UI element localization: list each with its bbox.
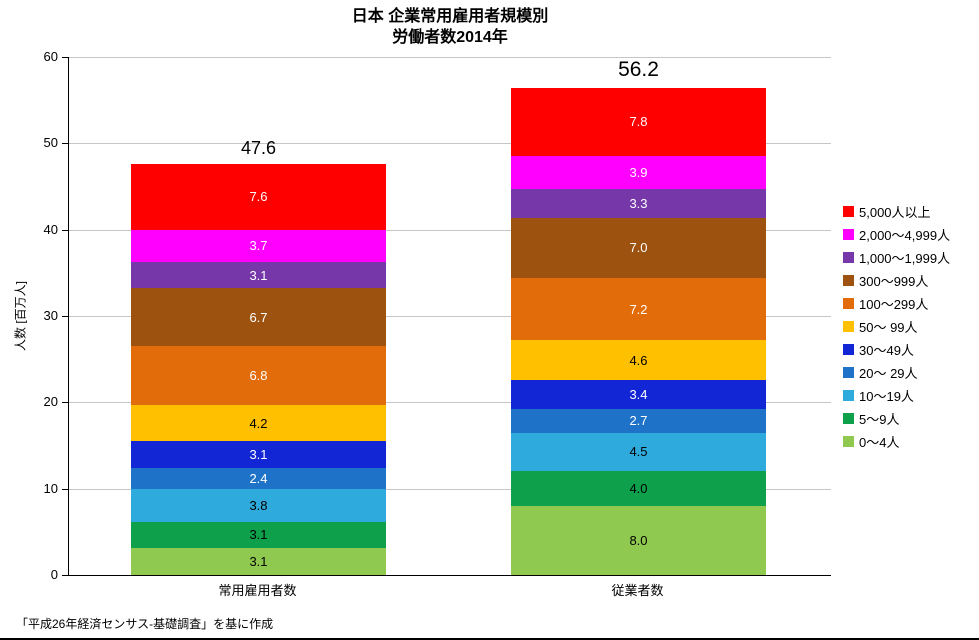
y-tick-label: 0 (50, 567, 58, 582)
legend-item: 20～ 29人 (843, 361, 979, 384)
legend-label: 5,000人以上 (859, 205, 931, 220)
bar-segment: 3.1 (131, 521, 386, 549)
bar-segment: 7.2 (511, 278, 766, 341)
legend: 5,000人以上 2,000～4,999人 1,000～1,999人 300～999人… (843, 200, 979, 453)
gridline (69, 57, 831, 58)
legend-label: 300～999人 (859, 274, 929, 289)
bar-segment: 4.5 (511, 432, 766, 472)
legend-swatch-icon (843, 275, 854, 286)
chart-title: 日本 企業常用雇用者規模別 労働者数2014年 (60, 6, 840, 48)
legend-item: 50～ 99人 (843, 315, 979, 338)
bar-segment: 3.4 (511, 379, 766, 410)
bar-segment: 8.0 (511, 505, 766, 575)
bar-segment: 3.8 (131, 488, 386, 522)
y-tick-label: 10 (43, 480, 58, 496)
y-tick-mark (62, 143, 68, 145)
legend-swatch-icon (843, 436, 854, 447)
legend-item: 300～999人 (843, 269, 979, 292)
stacked-bar: 8.0 4.0 4.5 2.7 3.4 4.6 7.2 7.0 3.3 3.9 7.8 56.2 (511, 58, 766, 575)
bar-segment: 2.7 (511, 409, 766, 433)
y-tick-mark (62, 229, 68, 231)
gridline (69, 229, 831, 231)
y-tick-mark (62, 575, 68, 576)
legend-label: 5～9人 (859, 412, 900, 427)
legend-label: 30～49人 (859, 343, 914, 358)
chart-title-line2: 労働者数2014年 (392, 29, 508, 46)
bar-segment: 3.7 (131, 229, 386, 262)
legend-item: 5,000人以上 (843, 200, 979, 223)
legend-label: 10～19人 (859, 389, 914, 404)
plot-area: 3.1 3.1 3.8 2.4 3.1 4.2 6.8 6.7 3.1 3.7 7.6 47.6 8.0… (68, 57, 831, 576)
legend-label: 20～ 29人 (859, 366, 918, 381)
bar-segment: 6.8 (131, 346, 386, 405)
legend-swatch-icon (843, 390, 854, 401)
legend-item: 10～19人 (843, 384, 979, 407)
bottom-border (0, 638, 979, 640)
bar-segment: 4.6 (511, 340, 766, 380)
legend-swatch-icon (843, 298, 854, 309)
legend-swatch-icon (843, 206, 854, 217)
gridline (69, 488, 831, 490)
bar-segment: 3.1 (131, 441, 386, 468)
legend-item: 100～299人 (843, 292, 979, 315)
x-category-label: 常用雇用者数 (218, 583, 297, 598)
legend-label: 50～ 99人 (859, 320, 918, 335)
legend-item: 5～9人 (843, 407, 979, 430)
y-tick-label: 50 (43, 135, 58, 151)
bar-total-label: 56.2 (618, 58, 659, 82)
legend-label: 2,000～4,999人 (859, 228, 951, 243)
gridline (69, 316, 831, 317)
legend-swatch-icon (843, 413, 854, 424)
y-tick-label: 20 (43, 394, 58, 410)
bar-segment: 3.1 (131, 548, 386, 575)
legend-label: 1,000～1,999人 (859, 251, 951, 266)
bar-segment: 4.2 (131, 404, 386, 442)
legend-item: 0～4人 (843, 430, 979, 453)
legend-swatch-icon (843, 252, 854, 263)
bar-segment: 7.0 (511, 217, 766, 279)
stacked-bar: 3.1 3.1 3.8 2.4 3.1 4.2 6.8 6.7 3.1 3.7 7.6 47.6 (131, 138, 386, 575)
legend-item: 2,000～4,999人 (843, 223, 979, 246)
bar-segment: 7.8 (511, 88, 766, 156)
y-tick-mark (62, 57, 68, 58)
y-tick-label: 40 (43, 221, 58, 237)
bar-segment: 3.9 (511, 155, 766, 190)
legend-label: 0～4人 (859, 435, 900, 450)
y-tick-mark (62, 402, 68, 404)
bar-total-label: 47.6 (240, 138, 277, 159)
x-category-label: 従業者数 (611, 583, 664, 598)
y-tick-mark (62, 488, 68, 490)
bar-segment: 4.0 (511, 471, 766, 506)
bar-segment: 7.6 (131, 164, 386, 230)
y-tick-label: 60 (43, 49, 58, 64)
y-tick-mark (62, 316, 68, 317)
y-tick-label: 30 (43, 308, 58, 323)
bar-segment: 3.3 (511, 189, 766, 218)
legend-label: 100～299人 (859, 297, 929, 312)
legend-swatch-icon (843, 229, 854, 240)
source-note: 「平成26年経済センサス-基礎調査」を基に作成 (16, 617, 274, 631)
gridline (69, 402, 831, 404)
legend-swatch-icon (843, 344, 854, 355)
bar-segment: 3.1 (131, 261, 386, 289)
bar-segment: 2.4 (131, 467, 386, 489)
legend-swatch-icon (843, 367, 854, 378)
bar-segment: 6.7 (131, 288, 386, 347)
legend-item: 30～49人 (843, 338, 979, 361)
legend-swatch-icon (843, 321, 854, 332)
gridline (69, 143, 831, 145)
chart-title-line1: 日本 企業常用雇用者規模別 (351, 8, 549, 25)
legend-item: 1,000～1,999人 (843, 246, 979, 269)
